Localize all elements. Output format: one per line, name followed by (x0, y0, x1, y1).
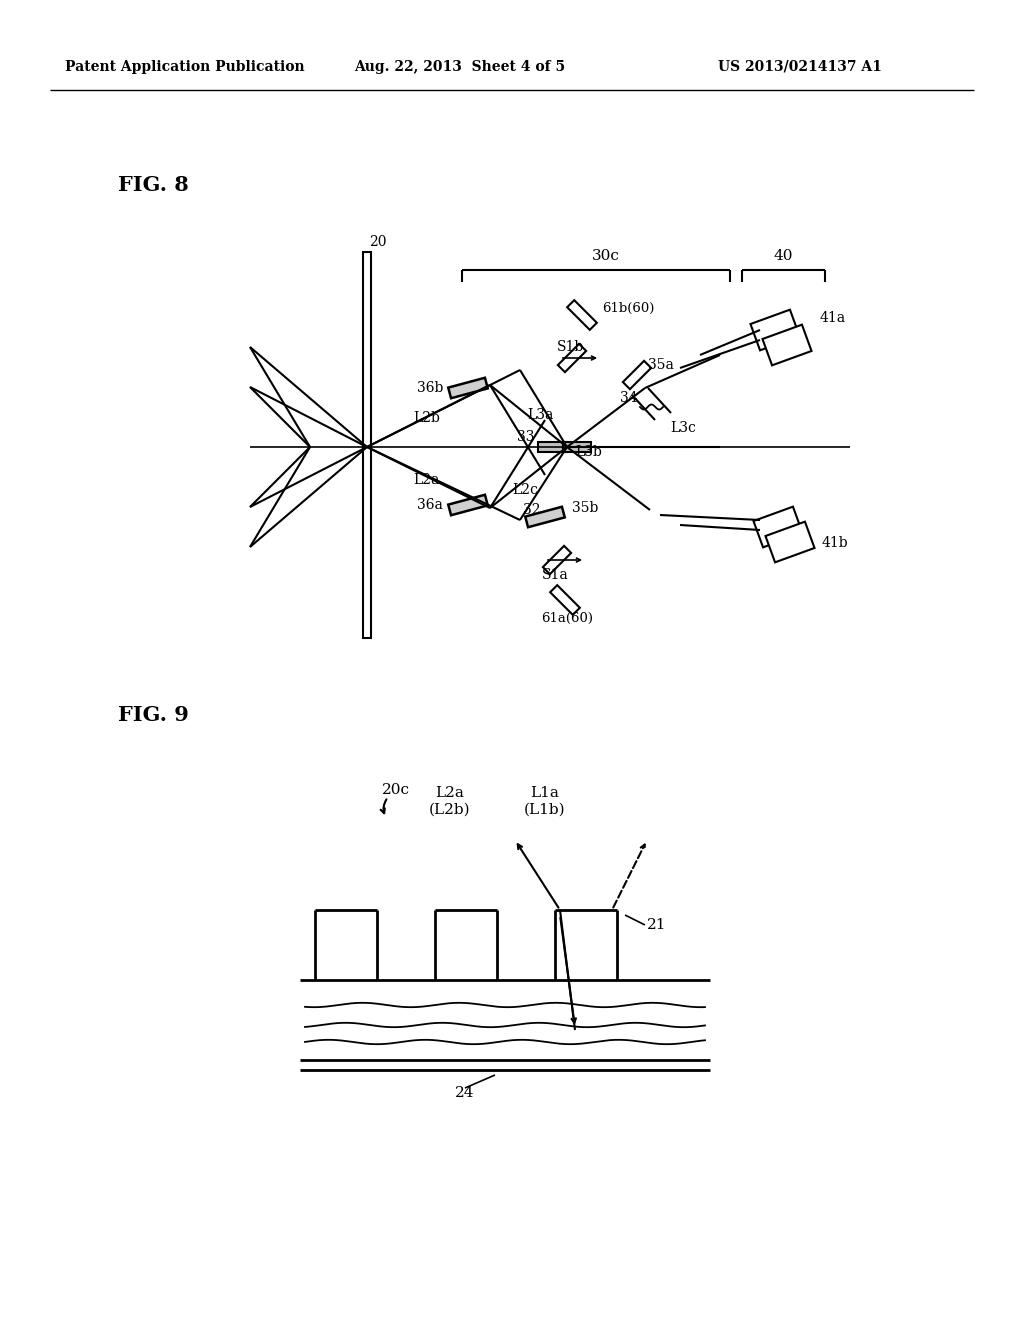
Polygon shape (763, 325, 812, 366)
Text: L3b: L3b (575, 445, 602, 459)
Text: 33: 33 (517, 430, 535, 444)
Text: (L2b): (L2b) (429, 803, 471, 817)
Text: L2a: L2a (413, 473, 439, 487)
Text: 41b: 41b (822, 536, 849, 550)
Text: 61a(60): 61a(60) (541, 611, 593, 624)
Text: US 2013/0214137 A1: US 2013/0214137 A1 (718, 59, 882, 74)
Polygon shape (754, 507, 803, 548)
Text: 20: 20 (369, 235, 386, 249)
Text: Patent Application Publication: Patent Application Publication (66, 59, 305, 74)
Polygon shape (525, 507, 565, 527)
Polygon shape (766, 521, 814, 562)
Text: L3a: L3a (527, 408, 553, 422)
Polygon shape (449, 378, 487, 399)
Text: 36b: 36b (417, 381, 443, 395)
Text: (L1b): (L1b) (524, 803, 566, 817)
Text: 36a: 36a (417, 498, 443, 512)
Text: 35a: 35a (648, 358, 674, 372)
Text: 61b(60): 61b(60) (602, 301, 654, 314)
Polygon shape (558, 343, 586, 372)
Polygon shape (751, 310, 800, 350)
Polygon shape (538, 442, 566, 451)
Text: 20c: 20c (382, 783, 410, 797)
Text: L2c: L2c (512, 483, 538, 498)
Text: L1a: L1a (530, 785, 559, 800)
Polygon shape (623, 360, 651, 389)
Text: 24: 24 (456, 1086, 475, 1100)
Polygon shape (543, 546, 571, 574)
Text: FIG. 8: FIG. 8 (118, 176, 188, 195)
Text: L3c: L3c (670, 421, 696, 436)
Text: FIG. 9: FIG. 9 (118, 705, 188, 725)
Text: L2a: L2a (435, 785, 465, 800)
Text: 40: 40 (774, 249, 794, 263)
Polygon shape (563, 442, 591, 451)
Polygon shape (567, 300, 597, 330)
Text: 21: 21 (647, 917, 667, 932)
Text: 32: 32 (522, 503, 540, 517)
Text: 34: 34 (621, 391, 638, 405)
Polygon shape (449, 495, 487, 515)
Text: Aug. 22, 2013  Sheet 4 of 5: Aug. 22, 2013 Sheet 4 of 5 (354, 59, 565, 74)
Text: 41a: 41a (820, 312, 846, 325)
Text: 30c: 30c (592, 249, 620, 263)
Text: 35b: 35b (572, 502, 598, 515)
Polygon shape (550, 585, 580, 615)
Text: L2b: L2b (413, 411, 440, 425)
Polygon shape (362, 252, 371, 638)
Text: S1a: S1a (542, 568, 568, 582)
Text: S1b: S1b (556, 341, 584, 354)
